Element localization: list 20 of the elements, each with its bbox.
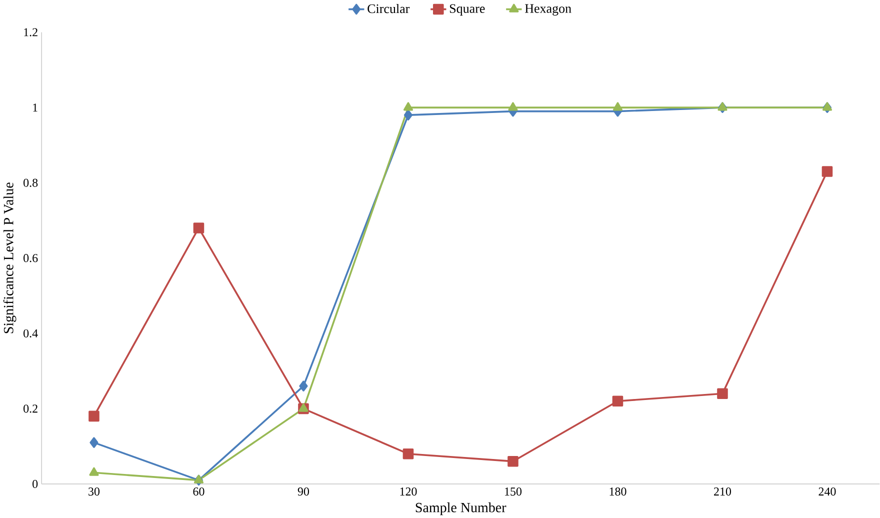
y-tick-label: 0	[32, 480, 38, 488]
legend-label: Square	[450, 4, 485, 16]
x-tick-label: 30	[88, 487, 100, 496]
y-tick-label: 0.4	[24, 329, 38, 338]
y-tick-label: 0.6	[24, 254, 38, 262]
x-tick-label: 120	[400, 487, 417, 496]
y-tick-label: 0.2	[24, 404, 38, 413]
x-tick-label: 180	[610, 487, 626, 496]
y-tick-label: 0.8	[24, 178, 38, 187]
legend-label: Circular	[368, 4, 410, 13]
x-axis-title: Sample Number	[416, 502, 506, 515]
x-tick-label: 90	[298, 487, 310, 496]
x-tick-label: 60	[193, 487, 204, 496]
legend-label: Hexagon	[525, 4, 572, 16]
y-axis-title: Significance Level P Value	[3, 182, 16, 333]
x-tick-label: 210	[714, 487, 732, 496]
x-tick-label: 240	[818, 487, 836, 496]
y-tick-label: 1	[33, 103, 38, 112]
x-tick-label: 150	[505, 487, 522, 496]
y-tick-label: 1.2	[24, 28, 38, 36]
